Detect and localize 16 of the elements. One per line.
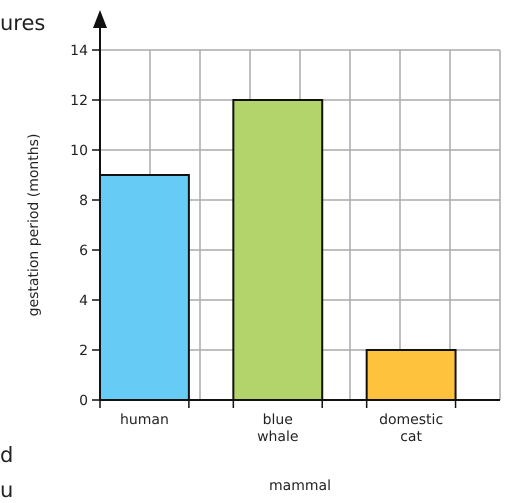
y-tick-label: 4: [79, 292, 88, 309]
text: ures: [0, 11, 46, 35]
y-tick-label: 6: [79, 242, 88, 259]
text: u: [0, 478, 14, 502]
x-tick-label: human: [120, 412, 169, 428]
x-tick-label: blue whale: [257, 412, 298, 445]
y-tick-label: 10: [70, 142, 88, 159]
y-tick-label: 14: [70, 42, 88, 59]
y-tick-label: 2: [79, 342, 88, 359]
y-tick-label: 12: [70, 92, 88, 109]
x-axis-title: mammal: [269, 478, 331, 494]
y-tick-label: 0: [79, 392, 88, 409]
y-axis-title: gestation period (months): [26, 134, 42, 316]
text: d: [0, 443, 14, 467]
y-tick-label: 8: [79, 192, 88, 209]
x-tick-label: domestic cat: [379, 412, 444, 445]
